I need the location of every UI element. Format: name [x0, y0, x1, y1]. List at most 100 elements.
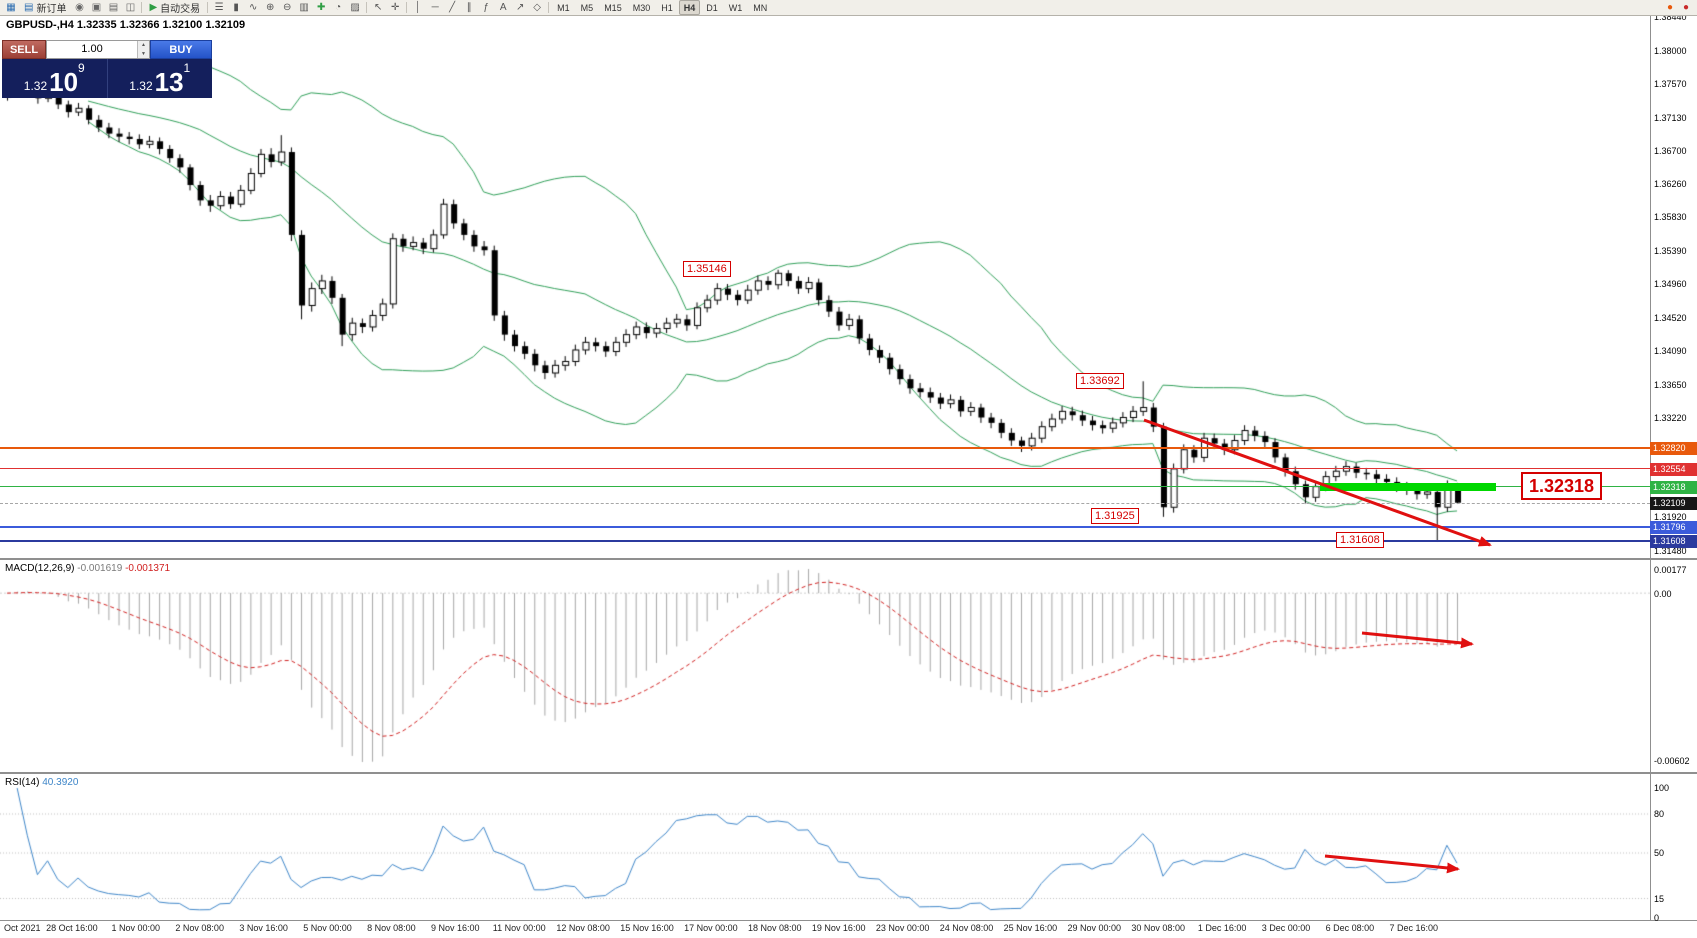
toolbar-separator [207, 2, 209, 13]
price-scale-label: 1.34090 [1654, 345, 1687, 356]
text-icon[interactable]: A [499, 1, 507, 13]
bid-price-sup: 9 [78, 61, 85, 75]
volume-field[interactable]: 1.00 ▲ ▼ [46, 40, 150, 59]
bid-price-prefix: 1.32 [23, 79, 48, 93]
volume-value[interactable]: 1.00 [81, 43, 103, 55]
macd-main-value: -0.001619 [77, 563, 123, 574]
horizontal-level-line-1.32318[interactable] [0, 486, 1650, 488]
current-price-tag: 1.32109 [1650, 496, 1697, 510]
templates-icon[interactable]: ▨ [350, 1, 360, 13]
support-zone-highlight[interactable] [1320, 482, 1496, 491]
macd-signal-value: -0.001371 [125, 563, 171, 574]
bid-price-display[interactable]: 1.32 10 9 [2, 59, 108, 98]
price-level-tag: 1.32554 [1650, 462, 1697, 476]
time-axis-label: 18 Nov 08:00 [748, 923, 802, 933]
vertical-line-icon[interactable]: │ [415, 1, 422, 13]
price-scale-label: 1.35830 [1654, 212, 1687, 223]
news-icon[interactable]: ● [1682, 1, 1690, 13]
cursor-icon[interactable]: ↖ [373, 1, 383, 13]
price-scale-label: 1.33650 [1654, 379, 1687, 390]
ask-price-display[interactable]: 1.32 13 1 [107, 59, 212, 98]
timeframe-m15[interactable]: M15 [604, 2, 622, 13]
volume-down-icon[interactable]: ▼ [138, 49, 149, 58]
ask-price-big: 13 [154, 67, 184, 97]
timeframe-mn[interactable]: MN [753, 2, 768, 13]
horizontal-level-line-1.31608[interactable] [0, 540, 1650, 543]
indicators-icon[interactable]: ✚ [316, 1, 326, 13]
time-axis-label: 28 Oct 16:00 [46, 923, 98, 933]
sell-button[interactable]: SELL [2, 40, 46, 59]
price-annotation[interactable]: 1.33692 [1076, 373, 1124, 389]
horizontal-level-line-1.31796[interactable] [0, 525, 1650, 528]
shapes-icon[interactable]: ◇ [533, 1, 541, 13]
market-watch-icon[interactable]: ◫ [125, 1, 136, 13]
price-scale-label: 1.38440 [1654, 12, 1687, 22]
time-axis-label: 1 Nov 00:00 [111, 923, 161, 933]
bid-price-big: 10 [49, 67, 79, 97]
new-chart-icon[interactable]: ▣ [91, 1, 102, 13]
new-order-button[interactable]: ▤ 新订单 [20, 1, 70, 15]
price-scale-label: 1.33220 [1654, 412, 1687, 423]
macd-indicator-label: MACD(12,26,9) -0.001619 -0.001371 [5, 563, 170, 574]
crosshair-icon[interactable]: ✛ [390, 1, 400, 13]
timeframe-m30[interactable]: M30 [632, 2, 651, 13]
horizontal-level-line-1.32820[interactable] [0, 447, 1650, 450]
timeframe-m1[interactable]: M1 [557, 2, 570, 13]
price-level-tag: 1.31608 [1650, 535, 1697, 549]
zoom-out-icon[interactable]: ⊖ [282, 1, 292, 13]
buy-button[interactable]: BUY [150, 40, 212, 59]
price-scale-label: 1.31920 [1654, 512, 1687, 523]
axis-border [0, 920, 1697, 921]
zoom-in-icon[interactable]: ⊕ [265, 1, 275, 13]
one-click-trading-panel: SELL 1.00 ▲ ▼ BUY 1.32 10 9 1.32 13 1 [2, 40, 212, 98]
horizontal-line-icon[interactable]: ─ [431, 1, 439, 13]
volume-spinner[interactable]: ▲ ▼ [137, 41, 149, 58]
chart-symbol-title: GBPUSD-,H4 1.32335 1.32366 1.32100 1.321… [6, 19, 246, 31]
price-annotation[interactable]: 1.31608 [1336, 532, 1384, 548]
panel-separator [0, 772, 1697, 774]
price-scale-label: 1.37570 [1654, 78, 1687, 89]
time-axis-label: 9 Nov 16:00 [431, 923, 480, 933]
candlestick-chart-icon[interactable]: ▮ [233, 1, 239, 13]
timeframe-d1[interactable]: D1 [706, 2, 718, 13]
timeframe-h1[interactable]: H1 [661, 2, 673, 13]
price-annotation-major[interactable]: 1.32318 [1521, 472, 1603, 500]
volume-up-icon[interactable]: ▲ [138, 41, 149, 50]
ask-price-prefix: 1.32 [129, 79, 153, 93]
current-price-line [0, 502, 1650, 504]
toolbar-separator [406, 2, 408, 13]
time-axis-label: 3 Nov 16:00 [239, 923, 288, 933]
autotrade-button[interactable]: ▶ 自动交易 [145, 1, 204, 15]
bar-chart-icon[interactable]: ☰ [214, 1, 224, 13]
price-scale-label: 1.34520 [1654, 312, 1687, 323]
panel-separator [0, 558, 1697, 560]
alerts-icon[interactable]: ● [1666, 1, 1674, 13]
time-axis-label: 8 Nov 08:00 [367, 923, 416, 933]
timeframe-m5[interactable]: M5 [580, 2, 594, 13]
rsi-scale-label: 100 [1654, 783, 1670, 793]
time-axis-label: 25 Nov 16:00 [1003, 923, 1058, 933]
price-annotation[interactable]: 1.35146 [683, 261, 731, 277]
timeframe-h4[interactable]: H4 [678, 0, 701, 15]
profiles-icon[interactable]: ▤ [108, 1, 119, 13]
sound-icon[interactable]: ◉ [75, 1, 84, 13]
trendline-icon[interactable]: ╱ [449, 1, 456, 13]
timeframe-w1[interactable]: W1 [728, 2, 743, 13]
periods-icon[interactable]: ◔ [335, 1, 342, 13]
arrow-object-icon[interactable]: ↗ [515, 1, 525, 13]
new-order-icon: ▤ [24, 2, 34, 13]
terminal-icon[interactable]: ▦ [6, 1, 16, 13]
price-scale-label: 1.31480 [1654, 546, 1687, 556]
rsi-value: 40.3920 [42, 777, 79, 788]
time-axis-label: 29 Nov 00:00 [1067, 923, 1122, 933]
rsi-scale-label: 80 [1654, 809, 1665, 819]
toolbar: ▦ ▤ 新订单 ◉ ▣ ▤ ◫ ▶ 自动交易 ☰ ▮ ∿ ⊕ ⊖ ▥ ✚ ◔ ▨ ↖ ✛ │ ─ ╱ ∥ ƒ A ↗ ◇ M1 M5 M15… [0, 0, 1697, 16]
rsi-scale-label: 15 [1654, 893, 1665, 904]
channel-icon[interactable]: ∥ [466, 1, 472, 13]
line-chart-icon[interactable]: ∿ [248, 1, 258, 13]
horizontal-level-line-1.32554[interactable] [0, 468, 1650, 470]
fibonacci-icon[interactable]: ƒ [483, 1, 489, 13]
tile-windows-icon[interactable]: ▥ [299, 1, 309, 13]
price-annotation[interactable]: 1.31925 [1091, 508, 1139, 524]
